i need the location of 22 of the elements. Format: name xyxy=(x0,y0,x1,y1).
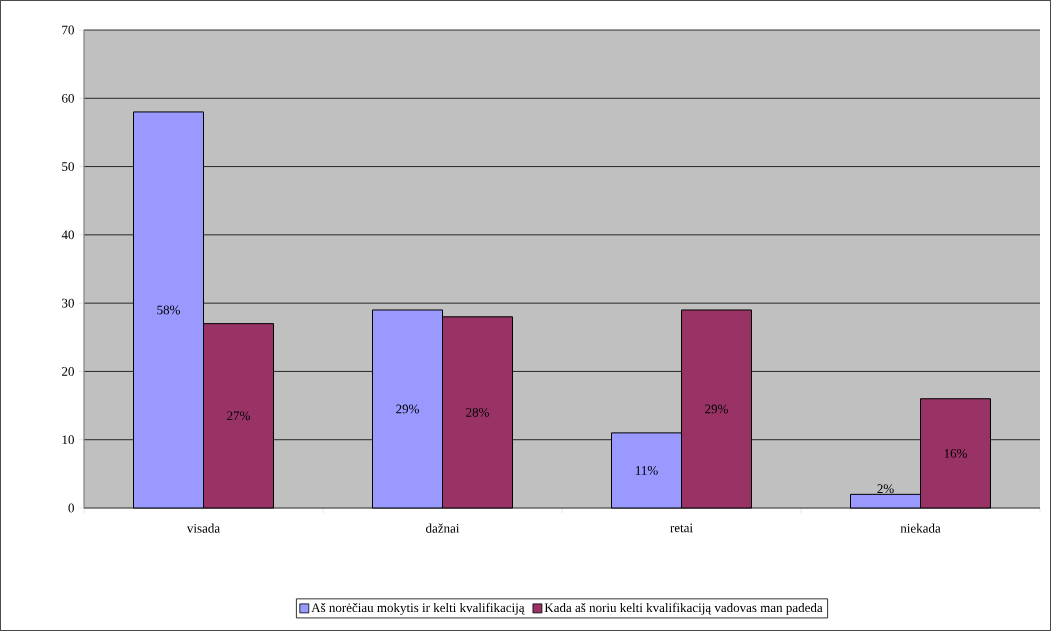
legend-label: Kada aš noriu kelti kvalifikaciją vadovas man padeda xyxy=(544,602,823,615)
data-label: 28% xyxy=(466,408,489,417)
data-label: 27% xyxy=(227,411,250,421)
x-tick-label: dažnai xyxy=(426,523,460,533)
data-label: 16% xyxy=(944,448,967,458)
x-tick-label: retai xyxy=(670,523,693,533)
y-tick-label: 30 xyxy=(62,298,74,308)
data-label: 2% xyxy=(877,484,894,494)
y-tick-label: 60 xyxy=(62,93,74,103)
legend-label: Aš norėčiau mokytis ir kelti kvalifikaciją xyxy=(311,602,525,615)
y-tick-label: 40 xyxy=(61,230,74,240)
y-tick-label: 50 xyxy=(62,162,74,171)
y-tick-label: 70 xyxy=(62,25,74,35)
data-label: 11% xyxy=(635,466,658,475)
y-tick-label: 0 xyxy=(68,503,74,513)
y-tick-label: 20 xyxy=(62,367,74,376)
x-tick-label: visada xyxy=(186,523,220,533)
data-label: 29% xyxy=(705,404,728,414)
y-tick-label: 10 xyxy=(62,435,74,445)
x-tick-label: niekada xyxy=(900,523,941,533)
data-label: 29% xyxy=(396,404,419,414)
data-label: 58% xyxy=(157,305,180,315)
